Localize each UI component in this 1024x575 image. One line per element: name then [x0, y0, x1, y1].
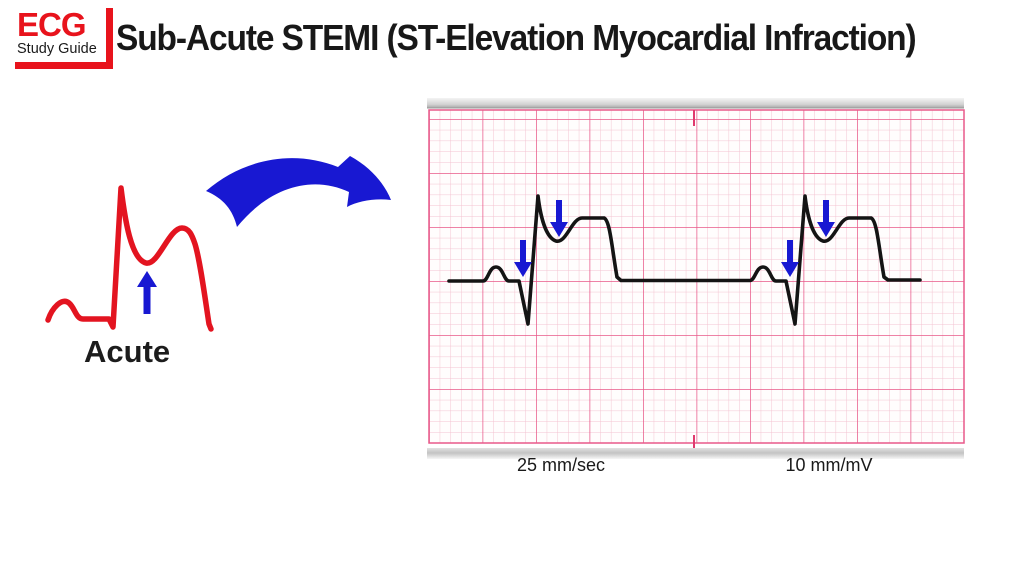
logo-corner-bracket: ECG Study Guide: [15, 8, 113, 69]
down-arrow-icon: [781, 240, 799, 277]
curved-arrow-icon: [206, 156, 391, 227]
logo-subtitle-text: Study Guide: [17, 41, 97, 57]
page-title: Sub-Acute STEMI (ST-Elevation Myocardial…: [116, 17, 917, 58]
ecg-paper-major-grid: [429, 110, 964, 443]
paper-gain-label: 10 mm/mV: [785, 455, 873, 475]
acute-ecg-waveform: [45, 185, 214, 332]
down-arrow-icon: [550, 200, 568, 237]
acute-waveform-figure: [45, 185, 214, 332]
logo-brand-text: ECG: [17, 6, 87, 43]
ecg-paper-border: [428, 109, 965, 444]
logo: ECG Study Guide: [15, 8, 113, 69]
panel-top-bar: [427, 98, 964, 108]
acute-caption: Acute: [84, 334, 171, 369]
down-arrow-icon: [817, 200, 835, 237]
panel-bottom-bar: [427, 448, 964, 459]
down-arrow-icon: [514, 240, 532, 277]
ecg-trace: [447, 194, 922, 326]
ecg-paper-panel: [427, 98, 965, 459]
paper-speed-label: 25 mm/sec: [516, 455, 606, 475]
up-arrow-icon: [137, 271, 157, 314]
